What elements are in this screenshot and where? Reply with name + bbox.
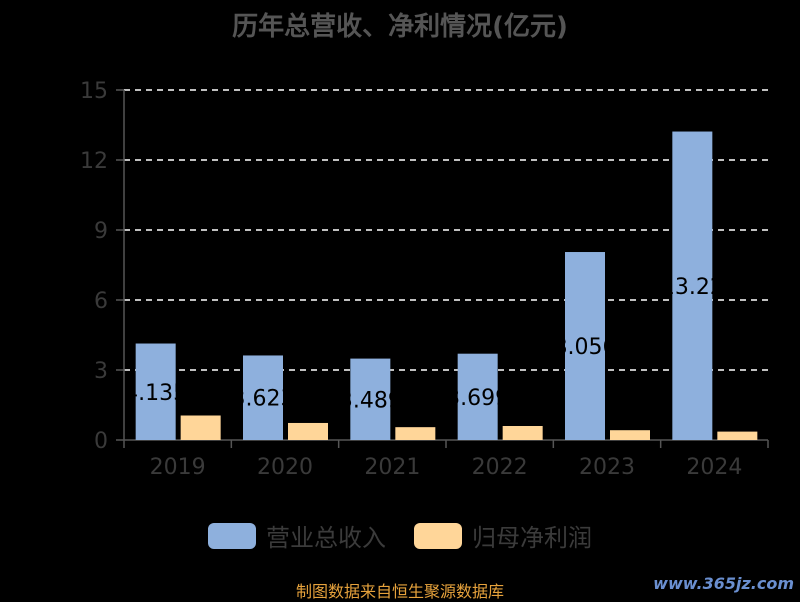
bar-net-profit xyxy=(502,426,543,440)
legend-item-net-profit[interactable]: 归母净利润 xyxy=(414,518,592,553)
legend-swatch-net-profit xyxy=(414,522,462,549)
legend-item-revenue[interactable]: 营业总收入 xyxy=(208,518,386,553)
y-tick-label: 15 xyxy=(80,79,108,104)
legend-swatch-revenue xyxy=(208,522,256,549)
bar-net-profit xyxy=(395,427,436,440)
bar-net-profit xyxy=(288,422,328,440)
y-tick-label: 12 xyxy=(80,149,108,174)
x-tick-label: 2022 xyxy=(472,455,528,480)
bar-revenue xyxy=(565,252,605,440)
bar-revenue xyxy=(135,343,176,440)
x-tick-label: 2024 xyxy=(686,455,742,480)
legend: 营业总收入 归母净利润 xyxy=(0,518,800,553)
data-label-revenue: 4.135 xyxy=(124,381,187,406)
data-label-revenue: 3.699 xyxy=(446,386,509,411)
y-tick-label: 3 xyxy=(94,359,108,384)
x-tick-label: 2020 xyxy=(257,455,313,480)
data-label-revenue: 3.489 xyxy=(339,388,402,413)
watermark: www.365jz.com xyxy=(653,574,794,593)
legend-label-net-profit: 归母净利润 xyxy=(472,524,592,552)
x-tick-label: 2021 xyxy=(364,455,420,480)
y-tick-label: 9 xyxy=(94,219,108,244)
bar-revenue xyxy=(457,353,498,440)
bar-net-profit xyxy=(180,415,221,440)
data-label-revenue: 8.056 xyxy=(554,335,617,360)
x-tick-label: 2023 xyxy=(579,455,635,480)
bar-net-profit xyxy=(717,431,758,440)
y-tick-label: 6 xyxy=(94,289,108,314)
data-label-revenue: 3.623 xyxy=(232,387,295,412)
bar-net-profit xyxy=(610,430,650,440)
bar-revenue xyxy=(350,358,391,440)
data-source-note: 制图数据来自恒生聚源数据库 xyxy=(295,582,504,601)
bar-revenue xyxy=(243,355,283,440)
legend-label-revenue: 营业总收入 xyxy=(266,524,386,552)
chart-title: 历年总营收、净利情况(亿元) xyxy=(232,12,568,42)
bar-revenue xyxy=(672,131,713,441)
y-tick-label: 0 xyxy=(94,429,108,454)
x-tick-label: 2019 xyxy=(150,455,206,480)
data-label-revenue: 13.22 xyxy=(661,275,724,300)
